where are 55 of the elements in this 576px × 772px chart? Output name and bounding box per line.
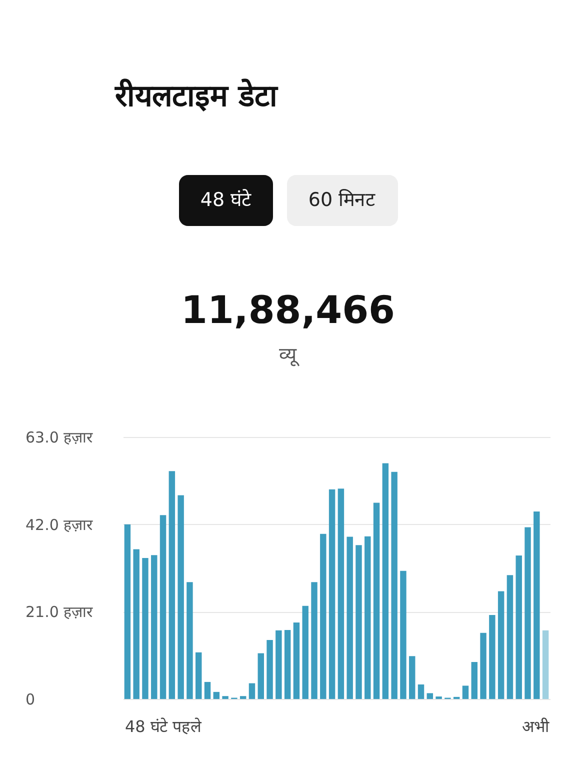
bar (222, 696, 228, 699)
bar (542, 630, 549, 699)
bar (364, 536, 371, 699)
bar (524, 527, 531, 699)
bar (480, 632, 486, 699)
bar (178, 495, 184, 699)
bar (266, 640, 273, 699)
bar (534, 511, 540, 699)
bar (338, 488, 344, 699)
bar (346, 536, 353, 699)
y-tick-label: 42.0 हज़ार (26, 516, 94, 534)
bar (391, 472, 398, 699)
bar (240, 696, 246, 699)
bar (489, 614, 496, 699)
y-tick-label: 63.0 हज़ार (26, 428, 94, 446)
bar (302, 606, 308, 699)
bar (213, 692, 220, 699)
text: अभी (522, 717, 550, 736)
bar (284, 630, 291, 699)
bar (471, 662, 478, 699)
bar (328, 489, 336, 699)
bar (196, 652, 202, 699)
bar (293, 622, 300, 699)
bar (168, 471, 176, 699)
bar (516, 556, 522, 699)
bar (498, 591, 504, 699)
text: 48 घंटे (200, 188, 252, 211)
text: 11,88,466 (181, 288, 395, 332)
chart-title: रीयलटाइम डेटा (114, 78, 278, 114)
text: व्यू (279, 344, 300, 367)
bar (124, 524, 131, 699)
bar (311, 582, 318, 699)
bar (400, 570, 406, 699)
bar (142, 558, 148, 699)
bar (373, 502, 380, 699)
bar (204, 682, 211, 699)
text: 48 घंटे पहले (125, 717, 203, 736)
bar (356, 545, 362, 699)
bar (258, 653, 264, 699)
bar (320, 534, 326, 699)
bar (160, 515, 166, 699)
bar (133, 549, 140, 699)
y-tick-label: 0 (26, 690, 36, 708)
bar (426, 693, 434, 699)
bar (462, 686, 469, 699)
bar (151, 555, 158, 699)
bar (276, 630, 282, 699)
bar (248, 683, 256, 699)
bar (409, 656, 416, 699)
text: 60 मिनट (308, 188, 376, 211)
y-tick-label: 21.0 हज़ार (26, 603, 94, 622)
bar (382, 463, 389, 699)
bar (506, 575, 514, 699)
bar (186, 582, 193, 699)
bar (418, 684, 424, 699)
